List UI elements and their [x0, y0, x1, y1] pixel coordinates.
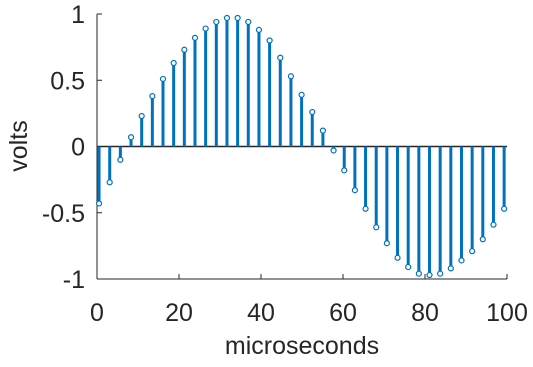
stem: [490, 146, 497, 228]
stem-marker: [223, 14, 231, 22]
stem: [234, 14, 241, 147]
stem: [266, 37, 273, 147]
stem-marker: [479, 236, 486, 243]
stem: [479, 146, 486, 243]
stem: [149, 93, 156, 147]
y-tick-label: -1: [63, 266, 85, 294]
stem-marker: [405, 263, 412, 271]
stem: [383, 146, 390, 247]
stem-marker: [127, 134, 135, 141]
stem-marker: [341, 167, 348, 174]
stem-marker: [170, 59, 177, 67]
stem: [202, 25, 209, 147]
stem-marker: [383, 240, 390, 247]
x-tick-label: 60: [329, 299, 357, 327]
stem: [159, 75, 167, 147]
stem: [501, 146, 508, 212]
stem-marker: [234, 14, 241, 22]
y-axis-label: volts: [5, 120, 33, 171]
stem: [309, 108, 316, 147]
stem-marker: [159, 75, 167, 83]
stem-marker: [138, 112, 145, 120]
stem: [181, 46, 188, 147]
stem: [213, 18, 220, 147]
x-tick-label: 40: [247, 299, 275, 327]
stem-marker: [202, 25, 209, 32]
stem: [405, 146, 412, 271]
stem-marker: [426, 271, 433, 279]
stem-marker: [362, 205, 369, 212]
stem: [458, 146, 465, 264]
stem: [319, 127, 327, 147]
stem-marker: [309, 108, 316, 116]
stem-marker: [394, 254, 401, 261]
stem: [437, 146, 444, 277]
stem-marker: [373, 224, 380, 231]
stem: [351, 146, 358, 194]
stem-marker: [95, 200, 103, 207]
stem: [469, 146, 476, 255]
y-tick-label: 0: [71, 134, 85, 162]
stem-marker: [245, 18, 252, 26]
stem-marker: [469, 248, 476, 255]
y-tick-label: -0.5: [42, 200, 85, 228]
stem: [117, 146, 124, 163]
x-tick-label: 20: [165, 299, 193, 327]
stem: [106, 146, 113, 186]
stem-marker: [490, 221, 497, 228]
stem: [191, 34, 199, 147]
y-tick-label: 1: [71, 1, 85, 29]
stem: [95, 146, 103, 207]
stem-marker: [319, 127, 327, 134]
stem: [330, 146, 337, 154]
stem: [170, 59, 177, 147]
stem-marker: [117, 156, 124, 163]
stem: [255, 26, 263, 147]
stem-marker: [149, 93, 156, 100]
stem-marker: [437, 270, 444, 277]
stem: [287, 73, 295, 147]
stem-marker: [191, 34, 199, 41]
stem-marker: [106, 179, 113, 186]
x-tick-label: 100: [486, 299, 528, 327]
x-tick-label: 80: [411, 299, 439, 327]
stem: [341, 146, 348, 174]
stem: [223, 14, 231, 147]
stem-marker: [458, 257, 465, 264]
stem: [362, 146, 369, 212]
stem-marker: [330, 147, 337, 154]
stem: [138, 112, 145, 147]
stem-marker: [415, 270, 422, 277]
stem-marker: [501, 205, 508, 212]
stem: [394, 146, 401, 261]
stem-marker: [351, 187, 358, 194]
stem-marker: [447, 265, 454, 272]
stem: [245, 18, 252, 147]
stem: [298, 91, 305, 147]
x-tick-label: 0: [90, 299, 104, 327]
stem-marker: [277, 54, 284, 61]
stem: [373, 146, 380, 231]
stem: [447, 146, 454, 272]
stem-marker: [255, 26, 263, 33]
stem-marker: [266, 37, 273, 44]
stem: [127, 134, 135, 147]
stem-marker: [298, 91, 305, 98]
x-axis-label: microseconds: [225, 332, 379, 360]
stem-marker: [181, 46, 188, 53]
stem: [426, 146, 433, 279]
stem: [277, 54, 284, 147]
stem-marker: [287, 73, 295, 80]
stem-marker: [213, 18, 220, 26]
y-tick-label: 0.5: [50, 67, 85, 95]
stem: [415, 146, 422, 277]
